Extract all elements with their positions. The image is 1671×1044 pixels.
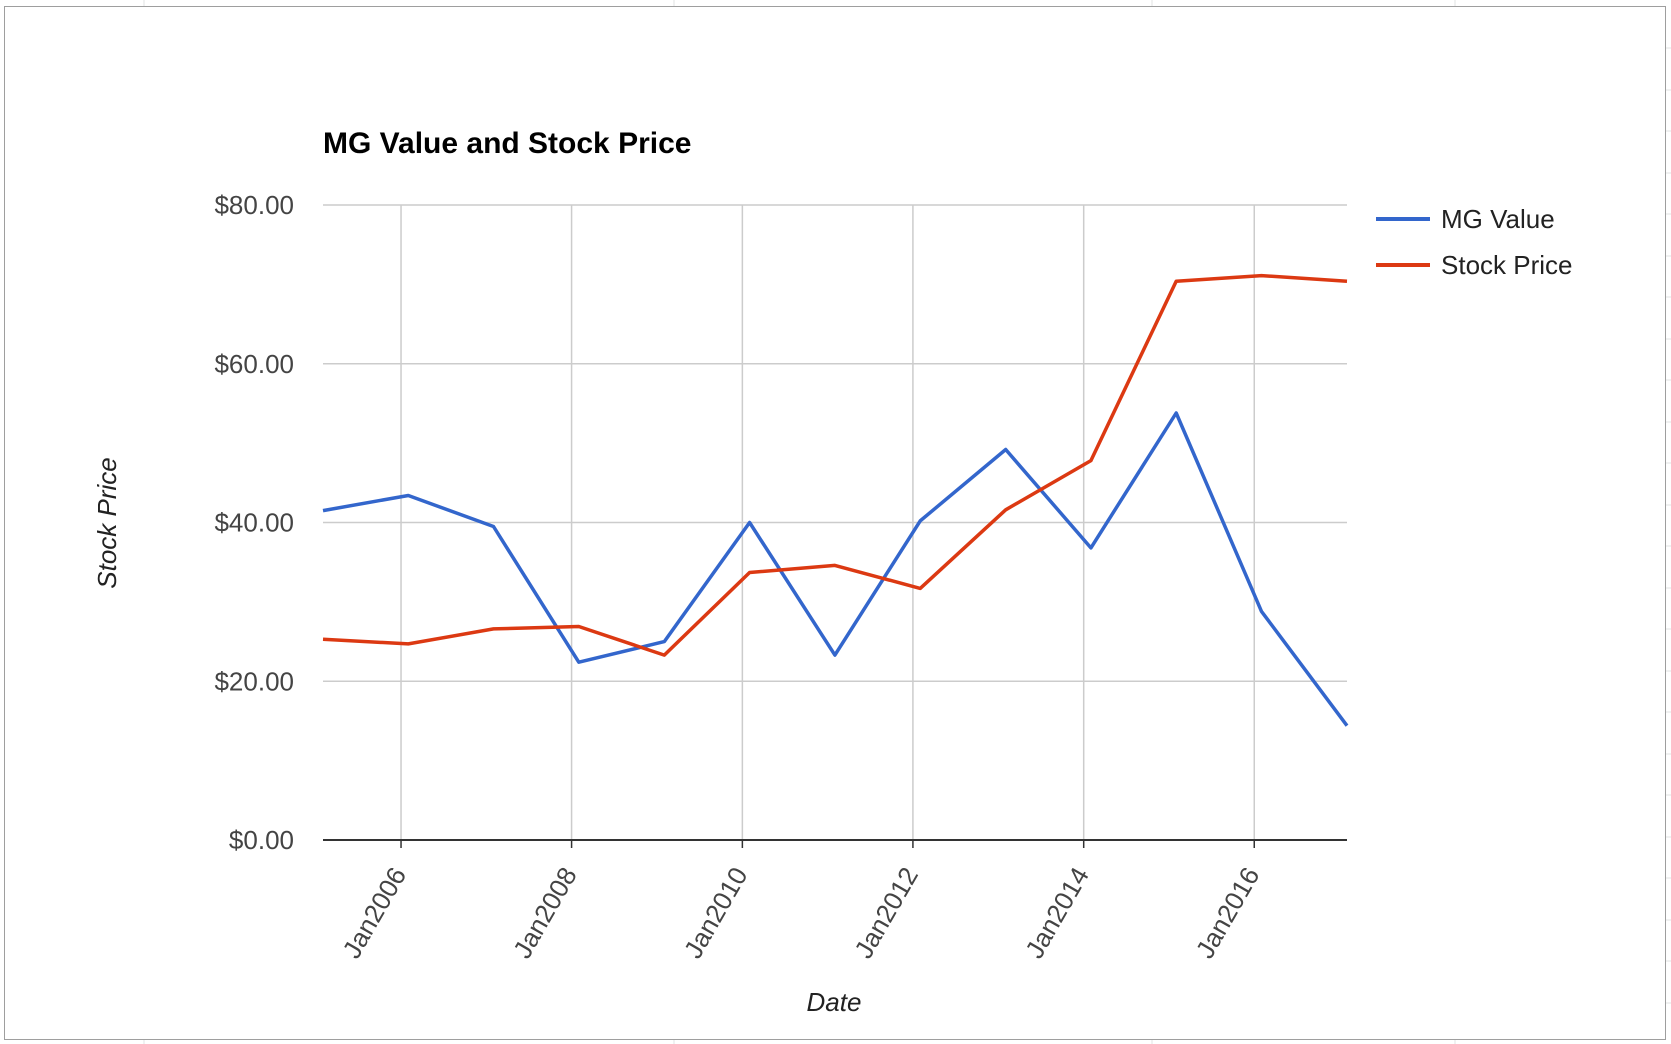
x-tick-label: Jan2012 [848,862,924,963]
y-tick-label: $40.00 [214,508,294,538]
legend-item[interactable]: Stock Price [1376,250,1573,280]
x-tick-label: Jan2010 [678,862,754,963]
x-axis-ticks: Jan2006 Jan2008 Jan2010 Jan2012 Jan2014 Jan20… [336,840,1265,963]
x-tick-label: Jan2008 [507,862,583,963]
legend-item[interactable]: MG Value [1376,204,1555,234]
series-line-mg-value[interactable] [322,411,1349,727]
y-tick-label: $60.00 [214,349,294,379]
y-axis-ticks: $0.00 $20.00 $40.00 $60.00 $80.00 [214,190,294,855]
x-tick-label: Jan2014 [1019,862,1095,963]
y-tick-label: $80.00 [214,190,294,220]
legend: MG Value Stock Price [1376,204,1573,280]
series-lines [322,273,1349,727]
chart-title: MG Value and Stock Price [323,127,691,160]
y-axis-title: Stock Price [92,457,122,589]
x-axis-title: Date [807,987,862,1017]
series-line-stock-price[interactable] [322,273,1348,657]
legend-label: MG Value [1441,204,1555,234]
x-tick-label: Jan2006 [336,862,412,963]
y-tick-label: $0.00 [229,825,294,855]
legend-label: Stock Price [1441,250,1573,280]
x-tick-label: Jan2016 [1190,862,1266,963]
y-tick-label: $20.00 [214,666,294,696]
gridlines [323,204,1347,841]
